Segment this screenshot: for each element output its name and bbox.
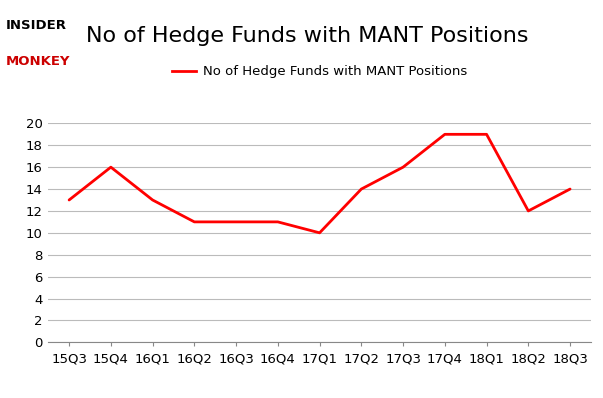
Text: MONKEY: MONKEY — [6, 55, 71, 68]
Text: INSIDER: INSIDER — [6, 20, 67, 32]
Legend: No of Hedge Funds with MANT Positions: No of Hedge Funds with MANT Positions — [167, 60, 472, 84]
Text: No of Hedge Funds with MANT Positions: No of Hedge Funds with MANT Positions — [86, 26, 529, 46]
